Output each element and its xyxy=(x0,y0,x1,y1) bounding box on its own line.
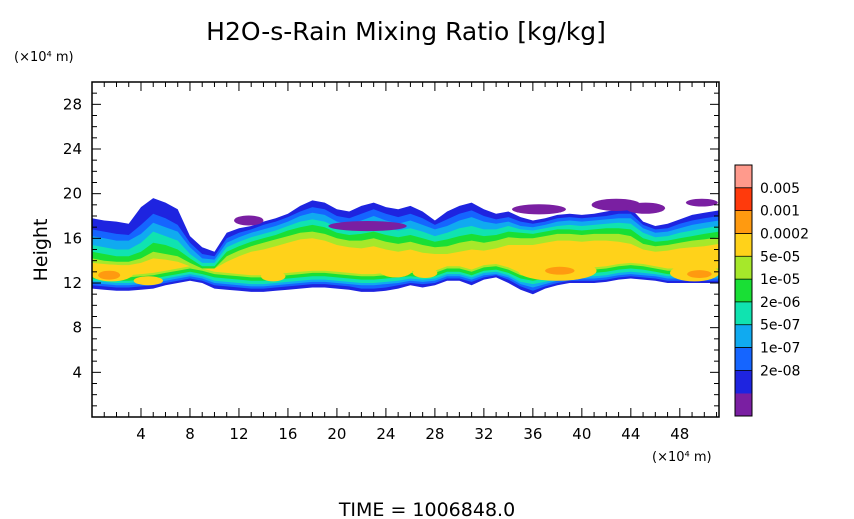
x-tick-label: 16 xyxy=(278,425,297,443)
x-tick-label: 12 xyxy=(229,425,248,443)
contour-wisp xyxy=(685,198,718,207)
y-unit-label: (×10⁴ m) xyxy=(14,50,74,65)
colorbar-label: 2e-08 xyxy=(760,363,800,379)
colorbar-swatch xyxy=(735,210,752,234)
colorbar-swatch xyxy=(735,393,752,417)
y-tick-label: 12 xyxy=(63,274,82,292)
y-tick-label: 16 xyxy=(63,229,82,247)
x-tick-label: 24 xyxy=(376,425,395,443)
chart-title: H2O-s-Rain Mixing Ratio [kg/kg] xyxy=(206,17,606,46)
y-axis: 4 8 12 16 20 24 28 xyxy=(63,92,719,407)
colorbar-swatch xyxy=(735,187,752,211)
colorbar-label: 5e-07 xyxy=(760,318,800,334)
contour-core xyxy=(687,270,712,278)
contour-core xyxy=(412,267,438,278)
y-tick-label: 8 xyxy=(72,319,82,337)
x-unit-label: (×10⁴ m) xyxy=(652,450,712,465)
y-tick-label: 28 xyxy=(63,95,82,113)
colorbar-swatch xyxy=(735,279,752,303)
colorbar-label: 1e-05 xyxy=(760,272,800,288)
colorbar-label: 5e-05 xyxy=(760,249,800,265)
colorbar-label: 1e-07 xyxy=(760,341,800,357)
y-tick-label: 4 xyxy=(72,363,82,381)
contour-core xyxy=(133,276,164,286)
x-tick-label: 8 xyxy=(185,425,195,443)
contour-core xyxy=(260,271,286,282)
x-axis: 4 8 12 16 20 24 28 32 36 40 44 48 xyxy=(103,82,718,443)
colorbar: 0.005 0.001 0.0002 5e-05 1e-05 2e-06 5e-07 1e-0… xyxy=(734,164,809,417)
colorbar-label: 2e-06 xyxy=(760,295,800,311)
colorbar-label: 0.005 xyxy=(760,181,800,197)
contour-core xyxy=(98,270,121,280)
colorbar-swatch xyxy=(735,256,752,280)
colorbar-swatch xyxy=(735,324,752,348)
contour-wisp xyxy=(234,215,264,226)
x-tick-label: 32 xyxy=(474,425,493,443)
x-tick-label: 44 xyxy=(621,425,640,443)
x-tick-label: 20 xyxy=(327,425,346,443)
colorbar-swatch xyxy=(735,233,752,257)
contour-wisp xyxy=(512,204,566,215)
contour-wisp xyxy=(328,221,407,232)
colorbar-swatch xyxy=(735,301,752,326)
colorbar-label: 0.0002 xyxy=(760,226,809,242)
contour-core xyxy=(545,266,575,275)
contour-core xyxy=(378,261,413,278)
x-tick-label: 40 xyxy=(572,425,591,443)
y-axis-label: Height xyxy=(30,219,52,282)
colorbar-label: 0.001 xyxy=(760,204,800,220)
contour-wisp xyxy=(625,202,666,214)
x-tick-label: 28 xyxy=(425,425,444,443)
colorbar-frame xyxy=(734,164,753,417)
time-footer: TIME = 1006848.0 xyxy=(338,499,515,519)
rain-field xyxy=(92,198,719,295)
colorbar-swatch xyxy=(735,165,752,189)
y-tick-label: 20 xyxy=(63,185,82,203)
x-tick-label: 48 xyxy=(670,425,689,443)
y-tick-label: 24 xyxy=(63,140,82,158)
x-tick-label: 36 xyxy=(523,425,542,443)
x-tick-label: 4 xyxy=(136,425,146,443)
colorbar-swatch xyxy=(735,370,752,394)
colorbar-swatch xyxy=(735,347,752,371)
